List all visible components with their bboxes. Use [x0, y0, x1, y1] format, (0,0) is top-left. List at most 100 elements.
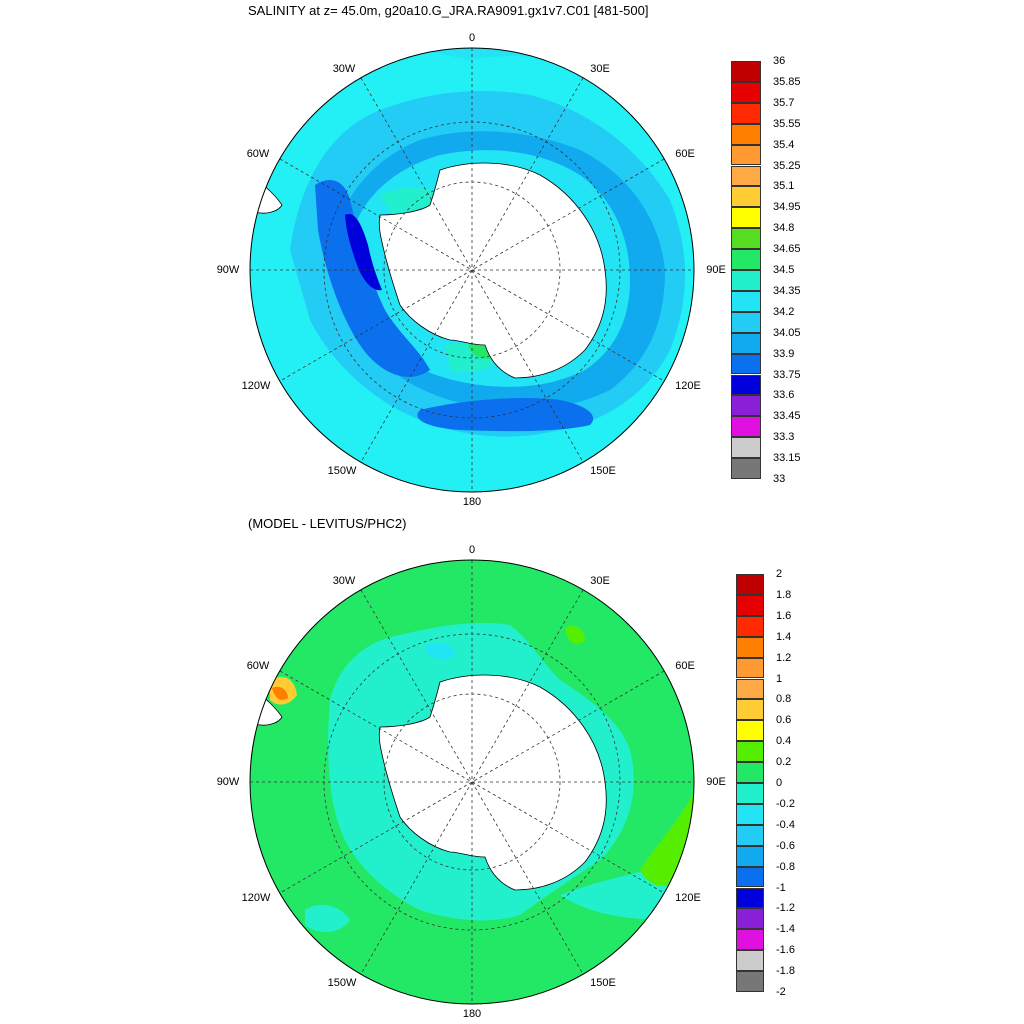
bottom-title: (MODEL - LEVITUS/PHC2): [248, 516, 407, 531]
bottom-lon-label-120w: 120W: [241, 892, 271, 904]
bottom-colorbar-label: 1.6: [776, 609, 792, 622]
top-colorbar-swatch: [731, 311, 761, 333]
top-colorbar-swatch: [731, 270, 761, 291]
top-colorbar-swatch: [731, 165, 761, 187]
bottom-colorbar-label: 0: [776, 777, 783, 789]
bottom-colorbar-swatch: [736, 657, 764, 679]
top-colorbar-swatch: [731, 290, 761, 312]
top-colorbar-label: 34.8: [773, 222, 795, 235]
top-colorbar-swatch: [731, 332, 761, 354]
top-colorbar-swatch: [731, 228, 761, 250]
top-lon-label-120e: 120E: [675, 380, 701, 392]
bottom-lon-label-60e: 60E: [675, 660, 695, 672]
top-colorbar-swatch: [731, 144, 761, 166]
bottom-lon-label-60w: 60W: [246, 660, 270, 672]
bottom-colorbar-swatch: [736, 741, 764, 763]
top-lon-label-150w: 150W: [327, 465, 357, 477]
top-lon-label-30w: 30W: [332, 63, 356, 75]
top-colorbar-label: 33: [773, 473, 786, 485]
bottom-colorbar-swatch: [736, 824, 764, 846]
bottom-colorbar-swatch: [736, 803, 764, 825]
bottom-lon-label-150e: 150E: [590, 977, 616, 989]
top-lon-label-60e: 60E: [675, 148, 695, 160]
bottom-colorbar-swatch: [736, 845, 764, 867]
bottom-colorbar-swatch: [736, 950, 764, 972]
top-colorbar-label: 36: [773, 55, 786, 67]
diff-fill-1.2-1.4: [272, 686, 288, 700]
top-colorbar-label: 33.6: [773, 389, 795, 402]
top-colorbar-label: 34.65: [773, 243, 801, 256]
bottom-colorbar-swatch: [736, 720, 764, 742]
graticule-bottom: [250, 560, 694, 1004]
bottom-colorbar-label: -1.4: [776, 923, 795, 936]
ocean-fill-weddell: [380, 187, 440, 213]
bottom-lon-label-30e: 30E: [590, 575, 610, 587]
ocean-fill-33-75: [315, 180, 430, 377]
top-title: SALINITY at z= 45.0m, g20a10.G_JRA.RA909…: [248, 3, 649, 18]
bottom-lon-label-120e: 120E: [675, 892, 701, 904]
graticule: [250, 48, 694, 492]
top-colorbar-label: 35.4: [773, 138, 795, 151]
top-colorbar-label: 35.7: [773, 96, 795, 109]
top-colorbar-swatch: [731, 102, 761, 124]
bottom-colorbar-label: 2: [776, 568, 783, 580]
bottom-colorbar-label: -0.6: [776, 839, 795, 852]
bottom-colorbar-label: 0.2: [776, 756, 792, 769]
top-lon-label-150e: 150E: [590, 465, 616, 477]
top-colorbar-label: 33.75: [773, 368, 801, 381]
ocean-fill-34-65: [468, 344, 493, 359]
top-salinity-map: [249, 47, 695, 493]
top-colorbar-label: 33.9: [773, 347, 795, 360]
top-colorbar-label: 34.5: [773, 264, 795, 276]
top-colorbar-swatch: [731, 81, 761, 103]
bottom-colorbar-swatch: [736, 699, 764, 721]
bottom-colorbar-label: -1.2: [776, 902, 795, 915]
top-colorbar-swatch: [731, 437, 761, 459]
top-colorbar-label: 34.95: [773, 201, 801, 214]
diff-fill-neg-0.4: [425, 643, 455, 660]
top-colorbar-swatch: [731, 61, 761, 82]
top-colorbar-swatch: [731, 123, 761, 145]
antarctica-land-bottom: [378, 674, 607, 891]
bottom-colorbar-swatch: [736, 594, 764, 616]
bottom-colorbar-swatch: [736, 887, 764, 909]
bottom-lon-label-0: 0: [468, 544, 476, 556]
bottom-colorbar-label: -1.6: [776, 944, 795, 957]
top-colorbar-label: 35.25: [773, 159, 801, 172]
bottom-colorbar-swatch: [736, 783, 764, 804]
top-colorbar-label: 33.15: [773, 452, 801, 465]
top-colorbar-label: 34.05: [773, 326, 801, 339]
bottom-colorbar-swatch: [736, 866, 764, 888]
bottom-colorbar-label: -1.8: [776, 965, 795, 978]
bottom-colorbar-label: -2: [776, 986, 786, 998]
top-colorbar-swatch: [731, 249, 761, 270]
top-colorbar-label: 33.45: [773, 410, 801, 423]
bottom-colorbar-label: 0.8: [776, 693, 792, 706]
top-colorbar-label: 35.55: [773, 117, 801, 130]
bottom-lon-label-90w: 90W: [216, 776, 240, 788]
bottom-colorbar-label: -0.2: [776, 797, 795, 810]
top-colorbar-swatch: [731, 186, 761, 208]
bottom-lon-label-30w: 30W: [332, 575, 356, 587]
bottom-colorbar-swatch: [736, 678, 764, 700]
top-lon-label-120w: 120W: [241, 380, 271, 392]
bottom-colorbar-swatch: [736, 574, 764, 595]
bottom-colorbar-label: 0.4: [776, 735, 792, 748]
top-lon-label-60w: 60W: [246, 148, 270, 160]
map-border: [249, 47, 695, 493]
bottom-colorbar-swatch: [736, 762, 764, 783]
bottom-colorbar-label: -0.4: [776, 818, 795, 831]
bottom-colorbar-label: 1.4: [776, 630, 792, 643]
antarctica-land: [378, 162, 607, 379]
bottom-colorbar-label: -0.8: [776, 860, 795, 873]
bottom-colorbar-label: -1: [776, 881, 786, 894]
bottom-colorbar-swatch: [736, 908, 764, 930]
bottom-colorbar-swatch: [736, 971, 764, 992]
diff-fill-0.2-0.4-ne: [565, 625, 585, 645]
top-colorbar-swatch: [731, 207, 761, 229]
top-colorbar-label: 34.35: [773, 284, 801, 297]
bottom-colorbar-label: 1: [776, 672, 783, 685]
bottom-colorbar-label: 1.2: [776, 651, 792, 664]
top-colorbar-swatch: [731, 374, 761, 396]
diff-fill-neg-west: [305, 904, 350, 932]
